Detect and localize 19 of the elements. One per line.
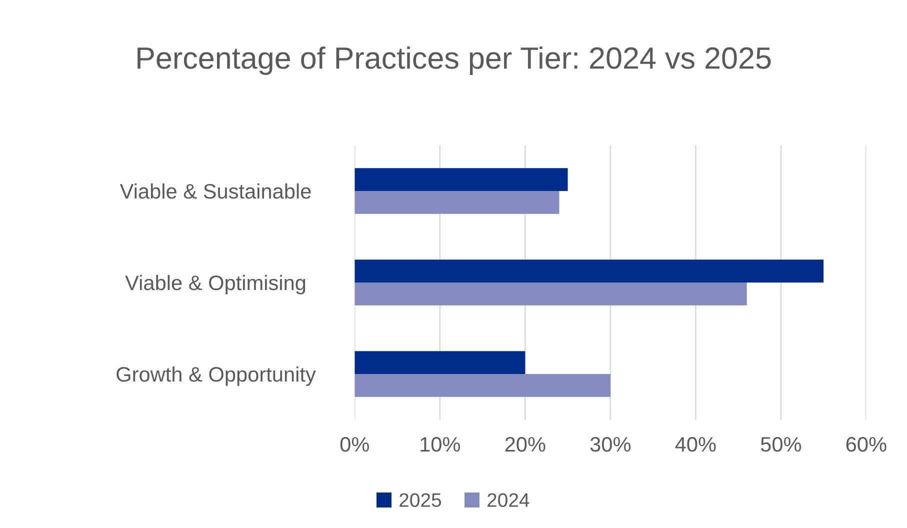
legend-label: 2024 (488, 493, 530, 507)
legend-label: 2025 (400, 493, 442, 507)
bar (354, 260, 824, 282)
bar (354, 374, 610, 397)
y-tick-label: Viable & Sustainable (120, 183, 311, 199)
bar (354, 168, 568, 191)
x-tick-label: 20% (505, 436, 546, 452)
bar (354, 190, 560, 214)
y-tick-label: Growth & Opportunity (116, 366, 316, 386)
x-tick-label: 40% (675, 436, 716, 452)
bar (354, 351, 526, 374)
y-tick-label: Viable & Optimising (125, 274, 306, 294)
x-tick-label: 50% (760, 436, 802, 452)
x-tick-label: 30% (590, 436, 631, 452)
chart-title: Percentage of Practices per Tier: 2024 vs 2025 (138, 46, 771, 75)
x-tick-label: 10% (420, 436, 460, 452)
x-tick-label: 0% (340, 436, 369, 452)
x-tick-label: 60% (846, 436, 886, 452)
bar (354, 282, 747, 306)
